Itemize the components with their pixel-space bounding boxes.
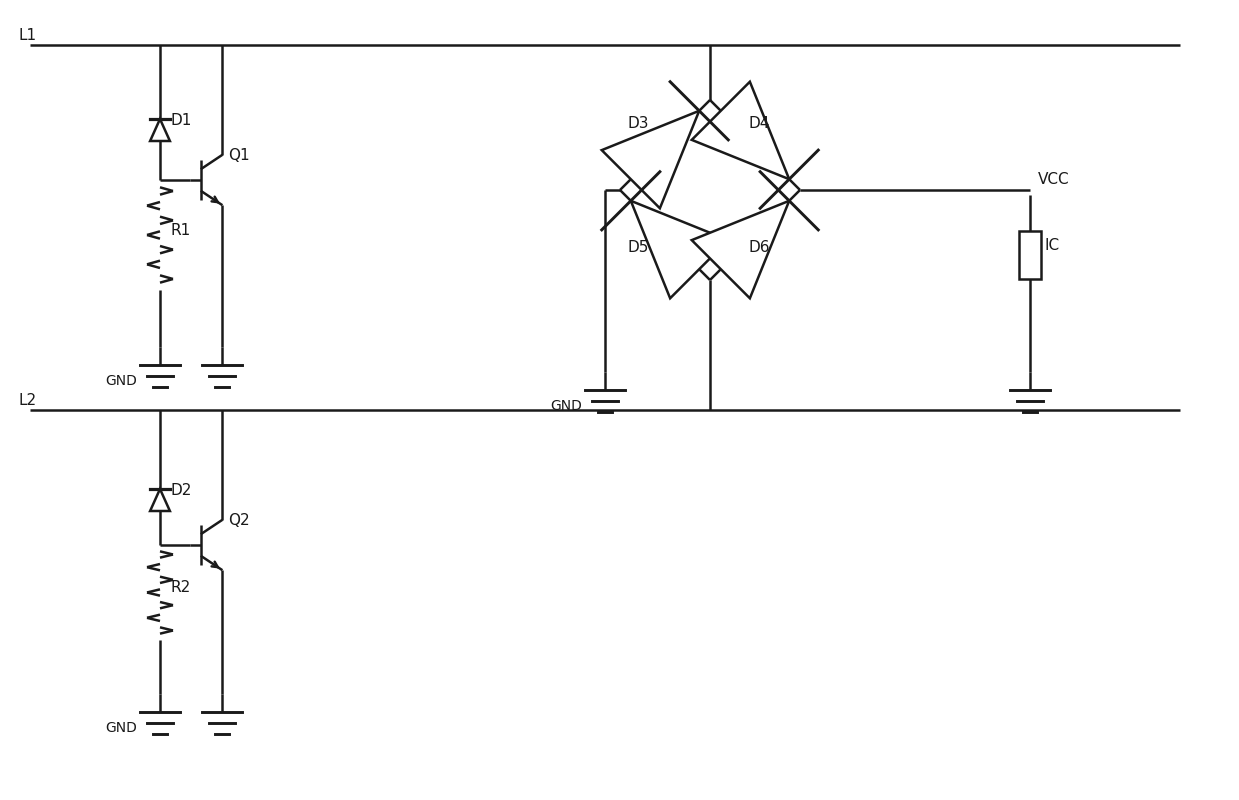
Text: IC: IC — [1044, 238, 1059, 253]
Text: L2: L2 — [19, 393, 36, 408]
Polygon shape — [691, 201, 789, 298]
Text: D2: D2 — [170, 483, 191, 498]
Text: GND: GND — [550, 399, 582, 413]
Text: Q2: Q2 — [228, 513, 250, 528]
Text: R1: R1 — [170, 223, 191, 238]
Bar — [1018, 231, 1041, 279]
Text: GND: GND — [105, 374, 136, 388]
Text: VCC: VCC — [1038, 172, 1069, 187]
Text: D1: D1 — [170, 113, 191, 128]
Polygon shape — [631, 201, 729, 298]
Polygon shape — [150, 119, 170, 141]
Text: GND: GND — [105, 721, 136, 735]
Text: Q1: Q1 — [228, 148, 250, 163]
Text: D6: D6 — [748, 240, 769, 255]
Polygon shape — [150, 489, 170, 511]
Text: D5: D5 — [628, 240, 649, 255]
Text: D4: D4 — [748, 116, 769, 131]
Text: L1: L1 — [19, 28, 36, 43]
Text: D3: D3 — [628, 116, 649, 131]
Text: R2: R2 — [170, 581, 191, 595]
Polygon shape — [691, 82, 789, 179]
Polygon shape — [602, 110, 699, 208]
